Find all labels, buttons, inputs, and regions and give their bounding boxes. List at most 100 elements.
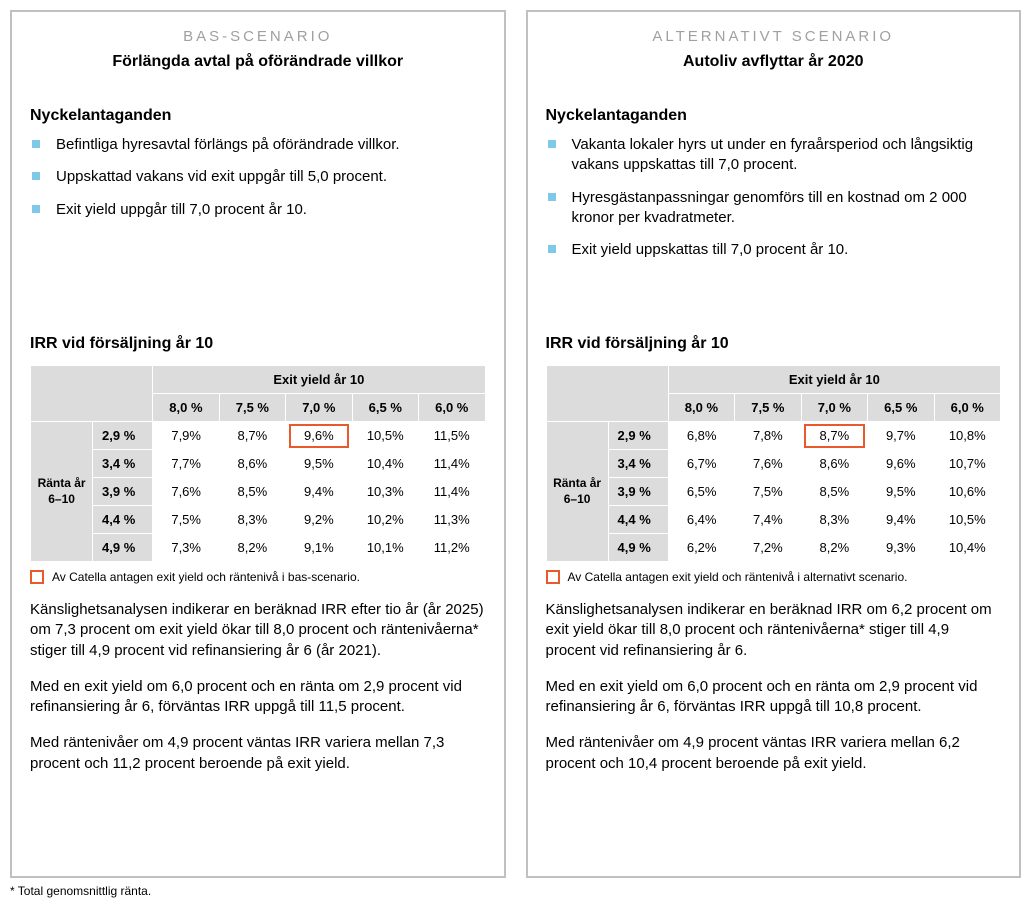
assumptions-block: Nyckelantaganden Vakanta lokaler hyrs ut… — [546, 107, 1002, 279]
col-header: 6,0 % — [419, 394, 486, 422]
table-cell: 8,5% — [219, 478, 285, 506]
table-cell: 11,3% — [419, 506, 486, 534]
col-header: 7,0 % — [801, 394, 867, 422]
row-header: 4,9 % — [608, 534, 668, 562]
col-header: 7,5 % — [735, 394, 801, 422]
row-group-label: Ränta år 6–10 — [31, 422, 93, 562]
table-cell: 8,5% — [801, 478, 867, 506]
table-cell: 8,3% — [801, 506, 867, 534]
table-cell: 7,5% — [735, 478, 801, 506]
row-header: 3,9 % — [608, 478, 668, 506]
assumptions-list: Befintliga hyresavtal förlängs på oförän… — [30, 135, 486, 220]
scenario-label: ALTERNATIVT SCENARIO — [546, 28, 1002, 45]
scenario-subtitle: Förlängda avtal på oförändrade villkor — [30, 53, 486, 71]
table-legend: Av Catella antagen exit yield och ränten… — [30, 570, 486, 584]
assumptions-list: Vakanta lokaler hyrs ut under en fyraårs… — [546, 135, 1002, 260]
table-cell: 8,6% — [219, 450, 285, 478]
analysis-paragraph: Med en exit yield om 6,0 procent och en … — [546, 677, 1002, 718]
table-cell: 11,5% — [419, 422, 486, 450]
row-group-label-text: Ränta år 6–10 — [38, 476, 86, 506]
table-cell: 7,6% — [735, 450, 801, 478]
col-group-label: Exit yield år 10 — [153, 366, 485, 394]
legend-text: Av Catella antagen exit yield och ränten… — [52, 570, 360, 584]
table-cell: 7,4% — [735, 506, 801, 534]
analysis-paragraph: Känslighetsanalysen indikerar en beräkna… — [546, 600, 1002, 661]
row-header: 4,4 % — [93, 506, 153, 534]
assumption-item: Exit yield uppskattas till 7,0 procent å… — [546, 240, 1002, 260]
table-heading: IRR vid försäljning år 10 — [546, 335, 1002, 353]
assumption-item: Exit yield uppgår till 7,0 procent år 10… — [30, 200, 486, 220]
analysis-paragraph: Känslighetsanalysen indikerar en beräkna… — [30, 600, 486, 661]
scenario-subtitle: Autoliv avflyttar år 2020 — [546, 53, 1002, 71]
row-header: 3,4 % — [93, 450, 153, 478]
table-cell: 9,5% — [868, 478, 934, 506]
table-cell: 11,4% — [419, 478, 486, 506]
col-header: 6,5 % — [352, 394, 418, 422]
row-header: 3,4 % — [608, 450, 668, 478]
corner-cell — [31, 366, 153, 422]
table-cell: 10,6% — [934, 478, 1001, 506]
legend-text: Av Catella antagen exit yield och ränten… — [568, 570, 908, 584]
table-cell: 10,3% — [352, 478, 418, 506]
legend-swatch-icon — [546, 570, 560, 584]
table-cell: 10,2% — [352, 506, 418, 534]
table-cell: 6,8% — [668, 422, 734, 450]
table-legend: Av Catella antagen exit yield och ränten… — [546, 570, 1002, 584]
table-cell: 8,7% — [219, 422, 285, 450]
table-cell: 6,5% — [668, 478, 734, 506]
table-cell: 9,7% — [868, 422, 934, 450]
corner-cell — [546, 366, 668, 422]
table-cell: 7,3% — [153, 534, 219, 562]
col-header: 7,5 % — [219, 394, 285, 422]
col-header: 7,0 % — [286, 394, 352, 422]
col-header: 8,0 % — [153, 394, 219, 422]
row-header: 4,4 % — [608, 506, 668, 534]
panels-container: BAS-SCENARIO Förlängda avtal på oförändr… — [10, 10, 1021, 878]
col-header: 6,0 % — [934, 394, 1001, 422]
table-cell: 9,5% — [286, 450, 352, 478]
row-header: 2,9 % — [93, 422, 153, 450]
table-cell: 11,4% — [419, 450, 486, 478]
sensitivity-table: Exit yield år 10 8,0 % 7,5 % 7,0 % 6,5 %… — [30, 365, 486, 562]
table-cell: 9,4% — [286, 478, 352, 506]
footnote: * Total genomsnittlig ränta. — [10, 884, 1021, 898]
table-cell: 10,1% — [352, 534, 418, 562]
assumption-item: Vakanta lokaler hyrs ut under en fyraårs… — [546, 135, 1002, 176]
table-cell: 10,5% — [934, 506, 1001, 534]
panel-bas-scenario: BAS-SCENARIO Förlängda avtal på oförändr… — [10, 10, 506, 878]
analysis-paragraph: Med räntenivåer om 4,9 procent väntas IR… — [546, 733, 1002, 774]
col-header: 8,0 % — [668, 394, 734, 422]
legend-swatch-icon — [30, 570, 44, 584]
table-cell: 7,8% — [735, 422, 801, 450]
table-heading: IRR vid försäljning år 10 — [30, 335, 486, 353]
assumptions-heading: Nyckelantaganden — [546, 107, 1002, 125]
table-cell: 8,3% — [219, 506, 285, 534]
row-header: 3,9 % — [93, 478, 153, 506]
assumption-item: Hyresgästanpassningar genomförs till en … — [546, 188, 1002, 229]
col-header: 6,5 % — [868, 394, 934, 422]
table-cell: 9,6% — [868, 450, 934, 478]
table-cell-highlight: 8,7% — [801, 422, 867, 450]
table-cell: 7,7% — [153, 450, 219, 478]
col-group-label: Exit yield år 10 — [668, 366, 1000, 394]
scenario-label: BAS-SCENARIO — [30, 28, 486, 45]
assumptions-block: Nyckelantaganden Befintliga hyresavtal f… — [30, 107, 486, 279]
row-header: 4,9 % — [93, 534, 153, 562]
row-header: 2,9 % — [608, 422, 668, 450]
table-cell: 6,7% — [668, 450, 734, 478]
table-cell: 8,2% — [219, 534, 285, 562]
table-cell: 7,5% — [153, 506, 219, 534]
table-cell: 8,6% — [801, 450, 867, 478]
table-cell: 10,8% — [934, 422, 1001, 450]
analysis-paragraph: Med räntenivåer om 4,9 procent väntas IR… — [30, 733, 486, 774]
table-cell: 6,2% — [668, 534, 734, 562]
table-cell: 6,4% — [668, 506, 734, 534]
assumption-item: Uppskattad vakans vid exit uppgår till 5… — [30, 167, 486, 187]
table-cell: 11,2% — [419, 534, 486, 562]
analysis-paragraph: Med en exit yield om 6,0 procent och en … — [30, 677, 486, 718]
table-cell: 9,3% — [868, 534, 934, 562]
assumption-item: Befintliga hyresavtal förlängs på oförän… — [30, 135, 486, 155]
panel-alternativt-scenario: ALTERNATIVT SCENARIO Autoliv avflyttar å… — [526, 10, 1022, 878]
row-group-label: Ränta år 6–10 — [546, 422, 608, 562]
table-cell: 10,5% — [352, 422, 418, 450]
